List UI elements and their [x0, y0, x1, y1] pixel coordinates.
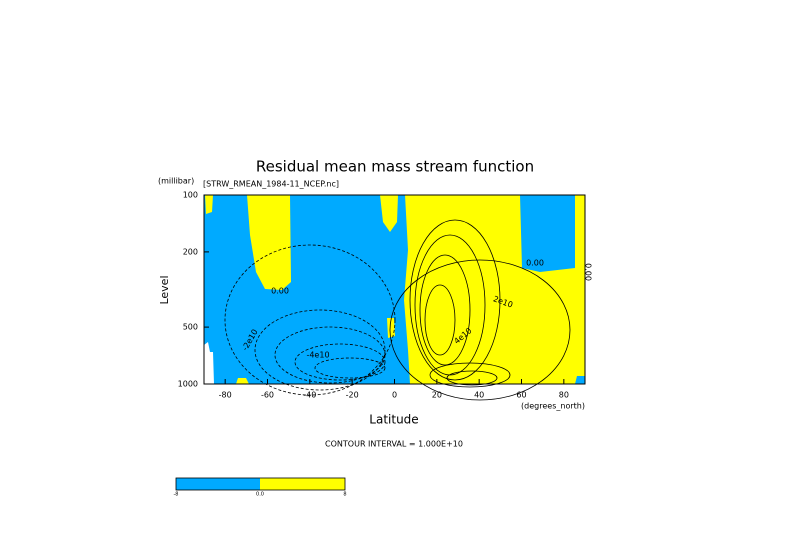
colorbar-frame [175, 477, 346, 491]
colorbar-label: -8 [174, 492, 179, 498]
positive-region [247, 195, 291, 290]
y-tick-label: 200 [183, 247, 198, 256]
positive-contour [424, 284, 456, 356]
positive-region [205, 195, 213, 214]
contour-label: -4e10 [306, 351, 329, 360]
x-tick-label: -40 [303, 391, 316, 400]
y-units: (millibar) [158, 177, 194, 186]
positive-region [404, 195, 585, 384]
subtitle: [STRW_RMEAN_1984-11_NCEP.nc] [203, 180, 339, 189]
x-tick-label: -20 [346, 391, 359, 400]
note: CONTOUR INTERVAL = 1.000E+10 [325, 440, 463, 449]
colorbar-label: 0.0 [256, 492, 264, 498]
x-tick-label: 80 [559, 391, 569, 400]
positive-contour [446, 370, 498, 386]
y-tick-label: 1000 [178, 380, 198, 389]
colorbar-label: 8 [343, 492, 346, 498]
chart-title: Residual mean mass stream function [256, 158, 534, 176]
positive-contour [389, 259, 571, 401]
contour-label: 0.00 [526, 259, 544, 268]
positive-region [380, 195, 398, 232]
contour-lines [224, 219, 571, 401]
colorbar-negative [176, 478, 260, 490]
x-tick-label: -80 [219, 391, 232, 400]
contour-label: 0.00 [271, 287, 289, 296]
x-tick-label: 40 [474, 391, 484, 400]
positive-contour [429, 362, 511, 388]
negative-contour [314, 357, 386, 379]
positive-region [236, 378, 249, 384]
negative-contour [294, 343, 386, 381]
negative-contour [224, 244, 396, 396]
x-label: Latitude [369, 413, 418, 427]
missing-region [204, 342, 214, 384]
x-tick-label: 0 [392, 391, 397, 400]
contour-label: 0.00 [584, 263, 593, 281]
x-tick-label: 60 [516, 391, 526, 400]
positive-contour [419, 254, 471, 366]
y-tick-label: 100 [183, 191, 198, 200]
positive-region [387, 318, 395, 338]
negative-contour [254, 309, 386, 391]
x-tick-label: 20 [432, 391, 442, 400]
colorbar-positive [260, 478, 345, 490]
y-label: Level [158, 275, 171, 304]
positive-contour [409, 219, 501, 381]
y-tick-label: 500 [183, 323, 198, 332]
x-tick-label: -60 [261, 391, 274, 400]
x-units: (degrees_north) [521, 402, 585, 411]
